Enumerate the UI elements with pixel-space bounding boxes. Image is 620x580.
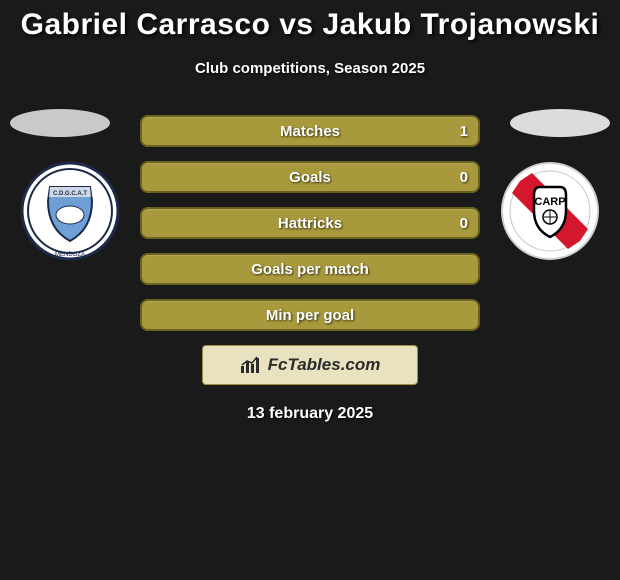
stat-list: Matches 1 Goals 0 Hattricks 0 Goals per … [140, 115, 480, 331]
stat-label: Hattricks [278, 215, 342, 232]
stat-label: Goals per match [251, 261, 369, 278]
left-player-ellipse [10, 109, 110, 137]
badge-text: FcTables.com [268, 355, 381, 375]
river-plate-icon: CARP [500, 161, 600, 261]
godoy-cruz-icon: C.D.G.C.A.T MENDOZA [20, 161, 120, 261]
stat-row: Min per goal [140, 299, 480, 331]
stat-row: Goals 0 [140, 161, 480, 193]
stat-value-right: 0 [460, 169, 468, 186]
stat-value-right: 0 [460, 215, 468, 232]
right-club-crest: CARP [500, 161, 600, 261]
left-club-crest: C.D.G.C.A.T MENDOZA [20, 161, 120, 261]
stat-label: Matches [280, 123, 340, 140]
svg-text:MENDOZA: MENDOZA [55, 252, 85, 258]
stat-row: Hattricks 0 [140, 207, 480, 239]
comparison-panel: C.D.G.C.A.T MENDOZA CARP Matches 1 Goals… [0, 115, 620, 423]
stat-row: Matches 1 [140, 115, 480, 147]
bar-chart-icon [240, 356, 262, 374]
right-player-ellipse [510, 109, 610, 137]
date-text: 13 february 2025 [0, 405, 620, 423]
svg-text:CARP: CARP [534, 196, 565, 208]
stat-value-right: 1 [460, 123, 468, 140]
stat-row: Goals per match [140, 253, 480, 285]
svg-text:C.D.G.C.A.T: C.D.G.C.A.T [53, 191, 87, 197]
page-title: Gabriel Carrasco vs Jakub Trojanowski [0, 0, 620, 42]
stat-label: Min per goal [266, 307, 354, 324]
subtitle: Club competitions, Season 2025 [0, 60, 620, 77]
source-badge: FcTables.com [202, 345, 418, 385]
stat-label: Goals [289, 169, 331, 186]
